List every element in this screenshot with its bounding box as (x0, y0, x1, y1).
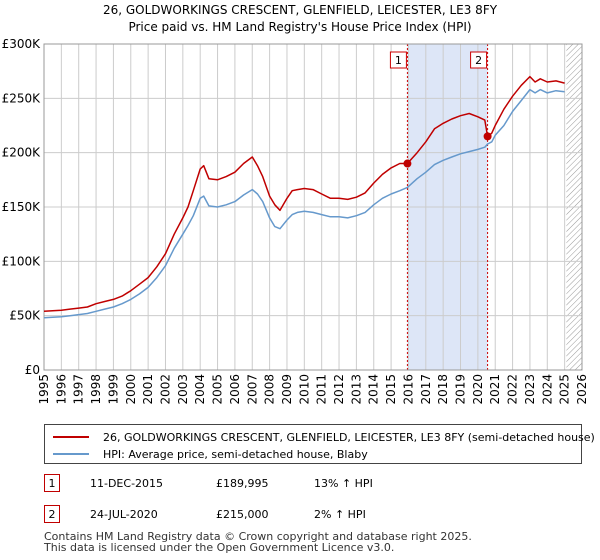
x-tick-label: 2006 (228, 374, 242, 405)
footer-line-licence: This data is licensed under the Open Gov… (44, 541, 395, 554)
transaction-hpi-delta: 2% ↑ HPI (314, 508, 366, 521)
x-tick-label: 2014 (367, 374, 381, 405)
series-line-property (43, 75, 565, 313)
annotation-label: 1 (395, 54, 402, 67)
x-tick-label: 2012 (332, 374, 346, 405)
transaction-date: 24-JUL-2020 (90, 508, 158, 521)
x-tick-label: 2011 (315, 374, 329, 405)
legend-item-property: 26, GOLDWORKINGS CRESCENT, GLENFIELD, LE… (53, 429, 595, 445)
x-tick-label: 2009 (280, 374, 294, 405)
series-line-hpi (43, 88, 565, 319)
legend-item-hpi: HPI: Average price, semi-detached house,… (53, 446, 368, 462)
annotation-label: 2 (475, 54, 482, 67)
x-tick-label: 1997 (72, 374, 86, 405)
y-tick-label: £0 (25, 363, 40, 377)
footer-attribution: Contains HM Land Registry data © Crown c… (44, 531, 472, 553)
legend-label-property: 26, GOLDWORKINGS CRESCENT, GLENFIELD, LE… (103, 430, 595, 444)
x-tick-label: 2004 (193, 374, 207, 405)
y-tick-label: £250K (2, 91, 42, 105)
x-tick-label: 2002 (158, 374, 172, 405)
x-tick-label: 2015 (384, 374, 398, 405)
x-tick-label: 2019 (454, 374, 468, 405)
x-tick-label: 2013 (349, 374, 363, 405)
x-tick-label: 2005 (211, 374, 225, 405)
x-tick-label: 2008 (263, 374, 277, 405)
y-tick-label: £50K (9, 309, 41, 323)
annotation-box (389, 51, 407, 69)
chart-legend: 26, GOLDWORKINGS CRESCENT, GLENFIELD, LE… (44, 424, 595, 464)
x-tick-label: 2017 (419, 374, 433, 405)
plot-frame (43, 43, 583, 371)
x-tick-label: 2003 (176, 374, 190, 405)
x-tick-label: 1999 (106, 374, 120, 405)
x-tick-label: 2016 (401, 374, 415, 405)
transaction-marker: 1 (44, 474, 60, 492)
chart-svg: 26, GOLDWORKINGS CRESCENT, GLENFIELD, LE… (2, 3, 589, 405)
y-tick-label: £150K (2, 200, 42, 214)
x-tick-label: 2025 (558, 374, 572, 405)
x-tick-label: 2020 (471, 374, 485, 405)
y-tick-label: £200K (2, 146, 42, 160)
transaction-hpi-delta: 13% ↑ HPI (314, 477, 373, 490)
y-tick-label: £300K (2, 37, 42, 51)
legend-swatch-hpi (53, 453, 89, 455)
sale-point (483, 132, 492, 141)
transaction-price: £215,000 (216, 508, 269, 521)
annotation-box (470, 51, 488, 69)
x-tick-label: 2024 (540, 374, 554, 405)
legend-swatch-property (53, 436, 89, 438)
chart-subtitle: Price paid vs. HM Land Registry's House … (128, 20, 471, 34)
transaction-price: £189,995 (216, 477, 269, 490)
x-tick-label: 1995 (37, 374, 51, 405)
sale-point (403, 159, 412, 168)
transaction-marker: 2 (44, 505, 60, 523)
x-tick-label: 1998 (89, 374, 103, 405)
x-tick-label: 2026 (575, 374, 589, 405)
x-tick-label: 2000 (124, 374, 138, 405)
y-tick-label: £100K (2, 254, 42, 268)
transaction-date: 11-DEC-2015 (90, 477, 164, 490)
footer-line-copyright: Contains HM Land Registry data © Crown c… (44, 530, 472, 543)
x-tick-label: 1996 (54, 374, 68, 405)
x-tick-label: 2001 (141, 374, 155, 405)
x-tick-label: 2010 (297, 374, 311, 405)
chart-title: 26, GOLDWORKINGS CRESCENT, GLENFIELD, LE… (103, 3, 498, 17)
x-tick-label: 2018 (436, 374, 450, 405)
x-tick-label: 2022 (506, 374, 520, 405)
plot-area: £0 £50K £100K £150K £200K £250K £300K 1995 1996 1… (2, 37, 589, 405)
x-tick-label: 2023 (523, 374, 537, 405)
x-tick-label: 2021 (488, 374, 502, 405)
x-tick-label: 2007 (245, 374, 259, 405)
legend-label-hpi: HPI: Average price, semi-detached house,… (103, 447, 368, 461)
